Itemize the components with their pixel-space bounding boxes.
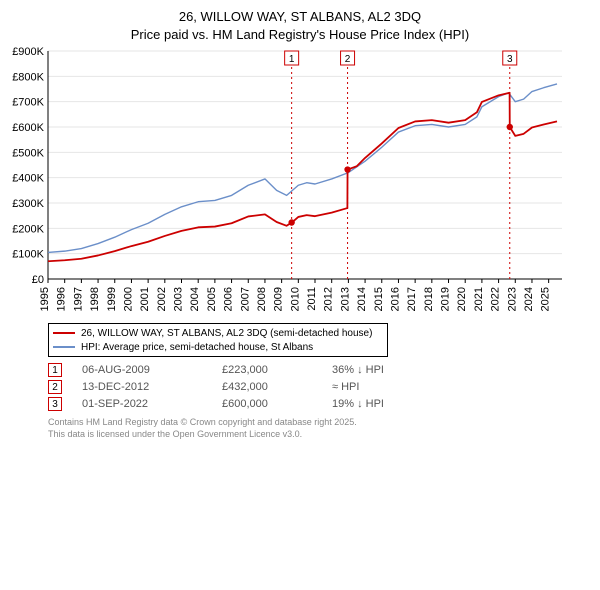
attribution-line-2: This data is licensed under the Open Gov…: [48, 429, 590, 441]
sale-event-row: 2 13-DEC-2012£432,000≈ HPI: [48, 380, 590, 394]
svg-text:2019: 2019: [440, 287, 452, 311]
svg-text:2010: 2010: [289, 287, 301, 311]
svg-text:1997: 1997: [72, 287, 84, 311]
svg-text:£400K: £400K: [12, 173, 44, 185]
svg-text:2008: 2008: [256, 287, 268, 311]
svg-text:£700K: £700K: [12, 97, 44, 109]
svg-text:£300K: £300K: [12, 198, 44, 210]
svg-text:2004: 2004: [189, 287, 201, 311]
chart-area: £0 £100K £200K £300K £400K £500K £600K £700K £80…: [10, 47, 590, 317]
svg-text:2003: 2003: [173, 287, 185, 311]
svg-text:£800K: £800K: [12, 71, 44, 83]
svg-text:2021: 2021: [473, 287, 485, 311]
event-price: £223,000: [222, 364, 332, 376]
legend-swatch: [53, 332, 75, 334]
event-hpi-note: 36% ↓ HPI: [332, 364, 384, 376]
svg-text:2007: 2007: [239, 287, 251, 311]
event-date: 01-SEP-2022: [82, 398, 222, 410]
svg-text:1: 1: [289, 54, 295, 65]
sale-event-row: 1 06-AUG-2009£223,00036% ↓ HPI: [48, 363, 590, 377]
svg-text:2: 2: [345, 54, 351, 65]
svg-text:3: 3: [507, 54, 513, 65]
svg-text:2005: 2005: [206, 287, 218, 311]
svg-text:2017: 2017: [406, 287, 418, 311]
svg-text:2020: 2020: [456, 287, 468, 311]
svg-text:2000: 2000: [122, 287, 134, 311]
svg-text:£600K: £600K: [12, 122, 44, 134]
svg-text:1995: 1995: [39, 287, 51, 311]
svg-text:2011: 2011: [306, 287, 318, 311]
legend: 26, WILLOW WAY, ST ALBANS, AL2 3DQ (semi…: [48, 323, 388, 357]
svg-text:2002: 2002: [156, 287, 168, 311]
svg-text:1998: 1998: [89, 287, 101, 311]
svg-text:£900K: £900K: [12, 47, 44, 58]
event-price: £432,000: [222, 381, 332, 393]
svg-text:2014: 2014: [356, 287, 368, 311]
svg-text:£200K: £200K: [12, 223, 44, 235]
svg-text:£0: £0: [32, 274, 44, 286]
legend-item: 26, WILLOW WAY, ST ALBANS, AL2 3DQ (semi…: [53, 326, 383, 340]
svg-text:2018: 2018: [423, 287, 435, 311]
chart-title-block: 26, WILLOW WAY, ST ALBANS, AL2 3DQ Price…: [10, 8, 590, 43]
attribution: Contains HM Land Registry data © Crown c…: [48, 417, 590, 440]
svg-text:2023: 2023: [506, 287, 518, 311]
event-number-box: 1: [48, 363, 62, 377]
title-line-2: Price paid vs. HM Land Registry's House …: [10, 26, 590, 44]
sale-event-row: 3 01-SEP-2022£600,00019% ↓ HPI: [48, 397, 590, 411]
svg-text:£100K: £100K: [12, 249, 44, 261]
event-date: 06-AUG-2009: [82, 364, 222, 376]
event-hpi-note: ≈ HPI: [332, 381, 359, 393]
title-line-1: 26, WILLOW WAY, ST ALBANS, AL2 3DQ: [10, 8, 590, 26]
svg-text:2024: 2024: [523, 287, 535, 311]
svg-text:2009: 2009: [273, 287, 285, 311]
svg-text:2025: 2025: [540, 287, 552, 311]
event-number-box: 3: [48, 397, 62, 411]
line-chart-svg: £0 £100K £200K £300K £400K £500K £600K £700K £80…: [10, 47, 570, 317]
legend-label: 26, WILLOW WAY, ST ALBANS, AL2 3DQ (semi…: [81, 328, 372, 339]
svg-text:2006: 2006: [223, 287, 235, 311]
svg-text:1999: 1999: [106, 287, 118, 311]
svg-text:2016: 2016: [389, 287, 401, 311]
legend-label: HPI: Average price, semi-detached house,…: [81, 342, 313, 353]
svg-text:1996: 1996: [56, 287, 68, 311]
svg-text:£500K: £500K: [12, 147, 44, 159]
svg-text:2012: 2012: [323, 287, 335, 311]
event-number-box: 2: [48, 380, 62, 394]
legend-swatch: [53, 346, 75, 348]
svg-text:2013: 2013: [339, 287, 351, 311]
event-hpi-note: 19% ↓ HPI: [332, 398, 384, 410]
svg-text:2022: 2022: [490, 287, 502, 311]
attribution-line-1: Contains HM Land Registry data © Crown c…: [48, 417, 590, 429]
svg-text:2001: 2001: [139, 287, 151, 311]
event-date: 13-DEC-2012: [82, 381, 222, 393]
legend-item: HPI: Average price, semi-detached house,…: [53, 340, 383, 354]
event-price: £600,000: [222, 398, 332, 410]
svg-text:2015: 2015: [373, 287, 385, 311]
sale-events-table: 1 06-AUG-2009£223,00036% ↓ HPI 2 13-DEC-201…: [48, 363, 590, 411]
